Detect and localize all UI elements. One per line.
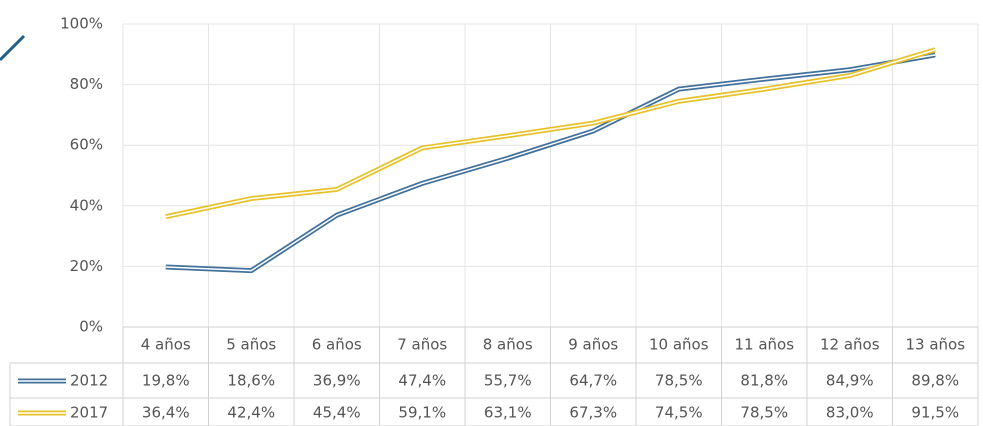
x-tick-label: 4 años bbox=[141, 336, 191, 354]
series-line-inner bbox=[165, 49, 936, 218]
y-tick-label: 80% bbox=[70, 75, 103, 93]
y-tick-label: 0% bbox=[79, 318, 103, 336]
table-value: 42,4% bbox=[227, 404, 275, 422]
y-tick-label: 40% bbox=[70, 196, 103, 214]
table-value: 81,8% bbox=[740, 372, 788, 390]
y-tick-label: 100% bbox=[60, 15, 103, 33]
x-tick-label: 6 años bbox=[312, 336, 362, 354]
table-value: 83,0% bbox=[826, 404, 874, 422]
table-value: 78,5% bbox=[655, 372, 703, 390]
table-value: 91,5% bbox=[911, 404, 959, 422]
x-tick-label: 10 años bbox=[649, 336, 709, 354]
table-value: 47,4% bbox=[398, 372, 446, 390]
series-line-inner bbox=[165, 54, 936, 272]
x-tick-label: 9 años bbox=[568, 336, 618, 354]
table-value: 19,8% bbox=[142, 372, 190, 390]
x-tick-label: 12 años bbox=[820, 336, 880, 354]
decor-arrow bbox=[0, 34, 26, 62]
legend-label: 2017 bbox=[70, 404, 108, 422]
table-value: 55,7% bbox=[484, 372, 532, 390]
table-value: 64,7% bbox=[569, 372, 617, 390]
table-value: 63,1% bbox=[484, 404, 532, 422]
table-value: 74,5% bbox=[655, 404, 703, 422]
table-value: 89,8% bbox=[911, 372, 959, 390]
x-tick-label: 11 años bbox=[734, 336, 794, 354]
table-value: 67,3% bbox=[569, 404, 617, 422]
table-value: 84,9% bbox=[826, 372, 874, 390]
legend-label: 2012 bbox=[70, 372, 108, 390]
table-value: 45,4% bbox=[313, 404, 361, 422]
table-value: 59,1% bbox=[398, 404, 446, 422]
y-tick-label: 60% bbox=[70, 136, 103, 154]
table-value: 78,5% bbox=[740, 404, 788, 422]
table-value: 36,9% bbox=[313, 372, 361, 390]
x-tick-label: 8 años bbox=[483, 336, 533, 354]
table-value: 36,4% bbox=[142, 404, 190, 422]
y-tick-label: 20% bbox=[70, 257, 103, 275]
x-tick-label: 5 años bbox=[226, 336, 276, 354]
x-tick-label: 7 años bbox=[397, 336, 447, 354]
x-tick-label: 13 años bbox=[905, 336, 965, 354]
table-value: 18,6% bbox=[227, 372, 275, 390]
